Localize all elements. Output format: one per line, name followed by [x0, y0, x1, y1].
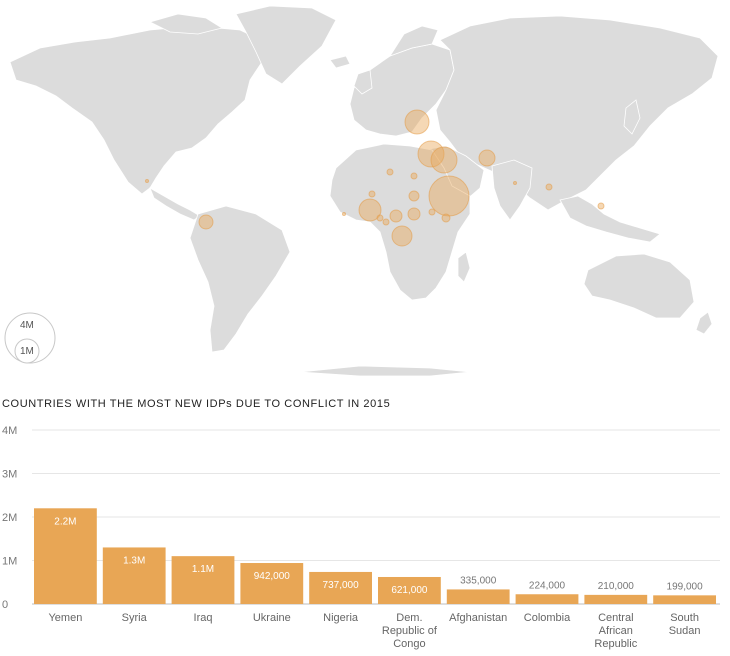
- bubble-burma: [545, 183, 553, 191]
- bubble-colombia: [198, 214, 214, 230]
- bar: [446, 589, 510, 604]
- x-tick-label: Afghanistan: [449, 612, 507, 624]
- landmass-british-isles: [353, 69, 373, 95]
- bar: [515, 594, 579, 604]
- world-map: 4M 1M: [4, 5, 719, 377]
- data-label: 942,000: [254, 571, 291, 582]
- bubble-yemen: [428, 175, 470, 217]
- landmass-antarctica: [299, 365, 471, 377]
- landmass-central-america: [149, 187, 201, 221]
- y-axis-ticks: 0 1M 2M 3M 4M: [2, 425, 17, 611]
- bubble-mali: [368, 190, 376, 198]
- data-labels: 2.2M 1.3M 1.1M 942,000 737,000 621,000 335,000…: [54, 516, 703, 596]
- landmass-asia: [435, 15, 719, 211]
- conflict-bubbles: [145, 109, 605, 247]
- bubble-afghanistan: [478, 149, 496, 167]
- data-label: 335,000: [460, 575, 497, 586]
- x-tick-label: Ukraine: [253, 612, 291, 624]
- bar-chart: 0 1M 2M 3M 4M 2.2M 1.3M 1.1M 942,000 737,000 621,…: [0, 420, 730, 651]
- bubble-mexico: [145, 179, 149, 183]
- bar: [653, 595, 716, 604]
- x-tick-label: Syria: [122, 612, 148, 624]
- world-map-svg: 4M 1M: [4, 5, 719, 377]
- y-tick-label: 1M: [2, 556, 17, 568]
- x-tick-label: Dem. Republic of Congo: [382, 612, 438, 650]
- bubble-nigeria: [358, 198, 382, 222]
- bubble-south-sudan: [407, 207, 421, 221]
- bar: [171, 556, 235, 604]
- landmass-iceland: [329, 55, 351, 69]
- chart-title: COUNTRIES WITH THE MOST NEW IDPs DUE TO …: [2, 398, 391, 410]
- data-label: 199,000: [667, 581, 704, 592]
- bubble-niger: [376, 214, 384, 222]
- bubble-philippines: [597, 202, 605, 210]
- bubble-dr-congo: [391, 225, 413, 247]
- landmass-south-america: [189, 205, 291, 353]
- x-axis-ticks: Yemen Syria Iraq Ukraine Nigeria Dem. Republic…: [48, 612, 700, 650]
- bubble-somalia: [441, 213, 451, 223]
- landmass-arctic-islands: [148, 13, 224, 35]
- x-tick-label: Yemen: [48, 612, 82, 624]
- data-label: 210,000: [598, 581, 635, 592]
- x-tick-label: Central African Republic: [594, 612, 637, 650]
- data-label: 737,000: [323, 580, 360, 591]
- bubble-egypt: [410, 172, 418, 180]
- data-label: 621,000: [391, 585, 428, 596]
- x-tick-label: Colombia: [524, 612, 571, 624]
- landmass-greenland: [235, 5, 337, 85]
- bubble-central-african-republic: [389, 209, 403, 223]
- landmass-new-zealand: [695, 311, 713, 335]
- bubble-syria: [417, 140, 445, 168]
- bubble-libya: [386, 168, 394, 176]
- y-tick-label: 4M: [2, 425, 17, 437]
- landmass-north-america: [9, 25, 266, 195]
- bar: [584, 594, 648, 604]
- bars: [34, 508, 716, 604]
- y-tick-label: 3M: [2, 469, 17, 481]
- bubble-india: [513, 181, 517, 185]
- y-tick-label: 2M: [2, 512, 17, 524]
- bar-chart-svg: 0 1M 2M 3M 4M 2.2M 1.3M 1.1M 942,000 737,000 621,…: [2, 425, 720, 650]
- legend-circle-1m: [14, 338, 40, 364]
- y-tick-label: 0: [2, 599, 8, 611]
- size-legend: 4M 1M: [4, 312, 56, 364]
- x-tick-label: Nigeria: [323, 612, 359, 624]
- data-label: 224,000: [529, 580, 566, 591]
- bar: [309, 571, 372, 604]
- bubble-ethiopia: [428, 208, 436, 216]
- bubble-gambia: [342, 212, 346, 216]
- landmass-africa: [329, 143, 471, 301]
- data-label: 2.2M: [54, 516, 76, 527]
- landmass-southeast-asia: [559, 195, 661, 243]
- bar: [34, 508, 97, 604]
- bar: [378, 576, 441, 604]
- x-tick-label: South Sudan: [669, 612, 701, 637]
- legend-label-4m: 4M: [20, 320, 34, 331]
- bubble-sudan: [408, 190, 420, 202]
- landmass-madagascar: [457, 251, 471, 283]
- landmass-india: [491, 159, 533, 221]
- data-label: 1.1M: [192, 564, 214, 575]
- legend-label-1m: 1M: [20, 346, 34, 357]
- bar: [102, 547, 166, 604]
- bar: [240, 563, 304, 604]
- data-label: 1.3M: [123, 555, 145, 566]
- landmass-australia: [583, 253, 695, 319]
- landmass-scandinavia: [389, 25, 439, 57]
- landmass-japan: [623, 99, 641, 135]
- bubble-iraq: [430, 146, 458, 174]
- bubble-ukraine: [404, 109, 430, 135]
- x-tick-label: Iraq: [194, 612, 213, 624]
- bubble-cameroon: [382, 218, 390, 226]
